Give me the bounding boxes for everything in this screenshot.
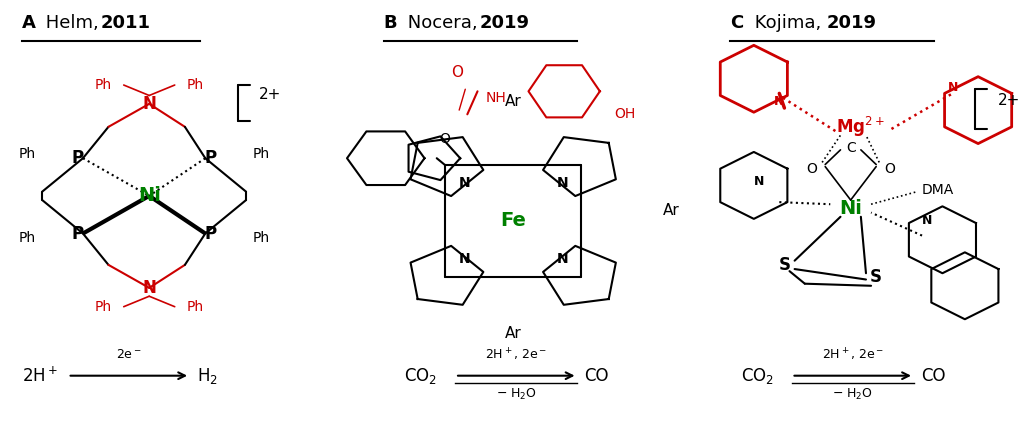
Text: DMA: DMA (922, 183, 953, 197)
Text: Helm,: Helm, (40, 14, 104, 32)
Text: Ph: Ph (95, 78, 112, 92)
Text: N: N (922, 214, 932, 227)
Text: N: N (142, 95, 157, 113)
Text: P: P (205, 149, 216, 167)
Text: Ni: Ni (840, 199, 862, 218)
Text: Ar: Ar (505, 326, 521, 341)
Text: N: N (556, 176, 568, 190)
Text: 2H$^+$: 2H$^+$ (22, 366, 57, 385)
Text: OH: OH (614, 107, 636, 121)
Text: NH: NH (485, 91, 506, 105)
Text: N: N (754, 175, 764, 188)
Text: N: N (774, 95, 784, 108)
Text: Ph: Ph (18, 147, 36, 161)
Text: CO$_2$: CO$_2$ (740, 366, 774, 386)
Text: Ph: Ph (18, 231, 36, 245)
Text: O: O (452, 65, 463, 80)
Text: Ph: Ph (186, 78, 204, 92)
Text: S: S (870, 269, 882, 286)
Text: N: N (459, 176, 470, 190)
Text: Mg$^{2+}$: Mg$^{2+}$ (837, 115, 886, 139)
Text: Ar: Ar (663, 203, 680, 218)
Text: 2H$^+$, 2e$^-$: 2H$^+$, 2e$^-$ (821, 346, 884, 363)
Text: C: C (730, 14, 743, 32)
Text: 2+: 2+ (259, 87, 282, 102)
Text: H$_2$: H$_2$ (198, 366, 218, 386)
Text: 2019: 2019 (826, 14, 877, 32)
Text: Ph: Ph (95, 300, 112, 314)
Text: $-$ H$_2$O: $-$ H$_2$O (833, 387, 873, 402)
Text: A: A (22, 14, 36, 32)
Text: P: P (205, 224, 216, 242)
Text: CO$_2$: CO$_2$ (404, 366, 437, 386)
Text: Fe: Fe (501, 211, 526, 230)
Text: N: N (947, 81, 957, 93)
Text: 2011: 2011 (100, 14, 151, 32)
Text: CO: CO (921, 367, 945, 385)
Text: 2H$^+$, 2e$^-$: 2H$^+$, 2e$^-$ (485, 346, 548, 363)
Text: Ar: Ar (505, 94, 521, 109)
Text: P: P (72, 224, 84, 242)
Text: 2+: 2+ (997, 93, 1020, 108)
Text: N: N (556, 252, 568, 266)
Text: 2019: 2019 (480, 14, 530, 32)
Text: CO: CO (585, 367, 609, 385)
Text: N: N (142, 279, 157, 297)
Text: $-$ H$_2$O: $-$ H$_2$O (496, 387, 537, 402)
Text: Ph: Ph (253, 231, 270, 245)
Text: S: S (778, 256, 791, 274)
Text: Nocera,: Nocera, (402, 14, 483, 32)
Text: O: O (807, 162, 817, 176)
Text: O: O (439, 132, 451, 147)
Text: Kojima,: Kojima, (749, 14, 826, 32)
Text: N: N (459, 252, 470, 266)
Text: O: O (884, 162, 895, 176)
Text: C: C (846, 141, 856, 155)
Text: P: P (72, 149, 84, 167)
Text: Ph: Ph (186, 300, 204, 314)
Text: Ph: Ph (253, 147, 270, 161)
Text: B: B (384, 14, 397, 32)
Text: Ni: Ni (138, 187, 161, 205)
Text: 2e$^-$: 2e$^-$ (116, 348, 141, 361)
